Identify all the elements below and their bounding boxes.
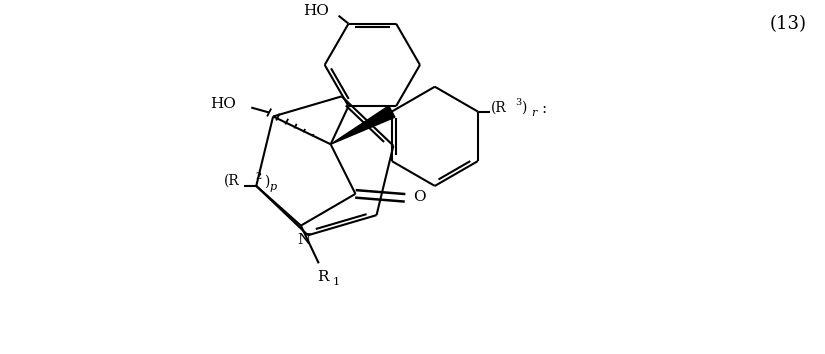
Text: :: : [541, 102, 546, 115]
Text: O: O [412, 190, 425, 204]
Text: 1: 1 [333, 277, 340, 287]
Text: (R: (R [224, 174, 239, 188]
Text: p: p [270, 182, 277, 192]
Text: r: r [531, 108, 537, 118]
Text: R: R [317, 270, 328, 284]
Text: ): ) [264, 175, 269, 189]
Text: ): ) [521, 101, 527, 115]
Text: HO: HO [303, 4, 328, 18]
Text: (13): (13) [770, 15, 807, 33]
Text: HO: HO [210, 97, 237, 110]
Text: 3: 3 [516, 98, 521, 107]
Text: (R: (R [491, 101, 507, 115]
Text: N: N [297, 233, 310, 246]
Text: 2: 2 [255, 171, 262, 181]
Polygon shape [331, 106, 395, 144]
